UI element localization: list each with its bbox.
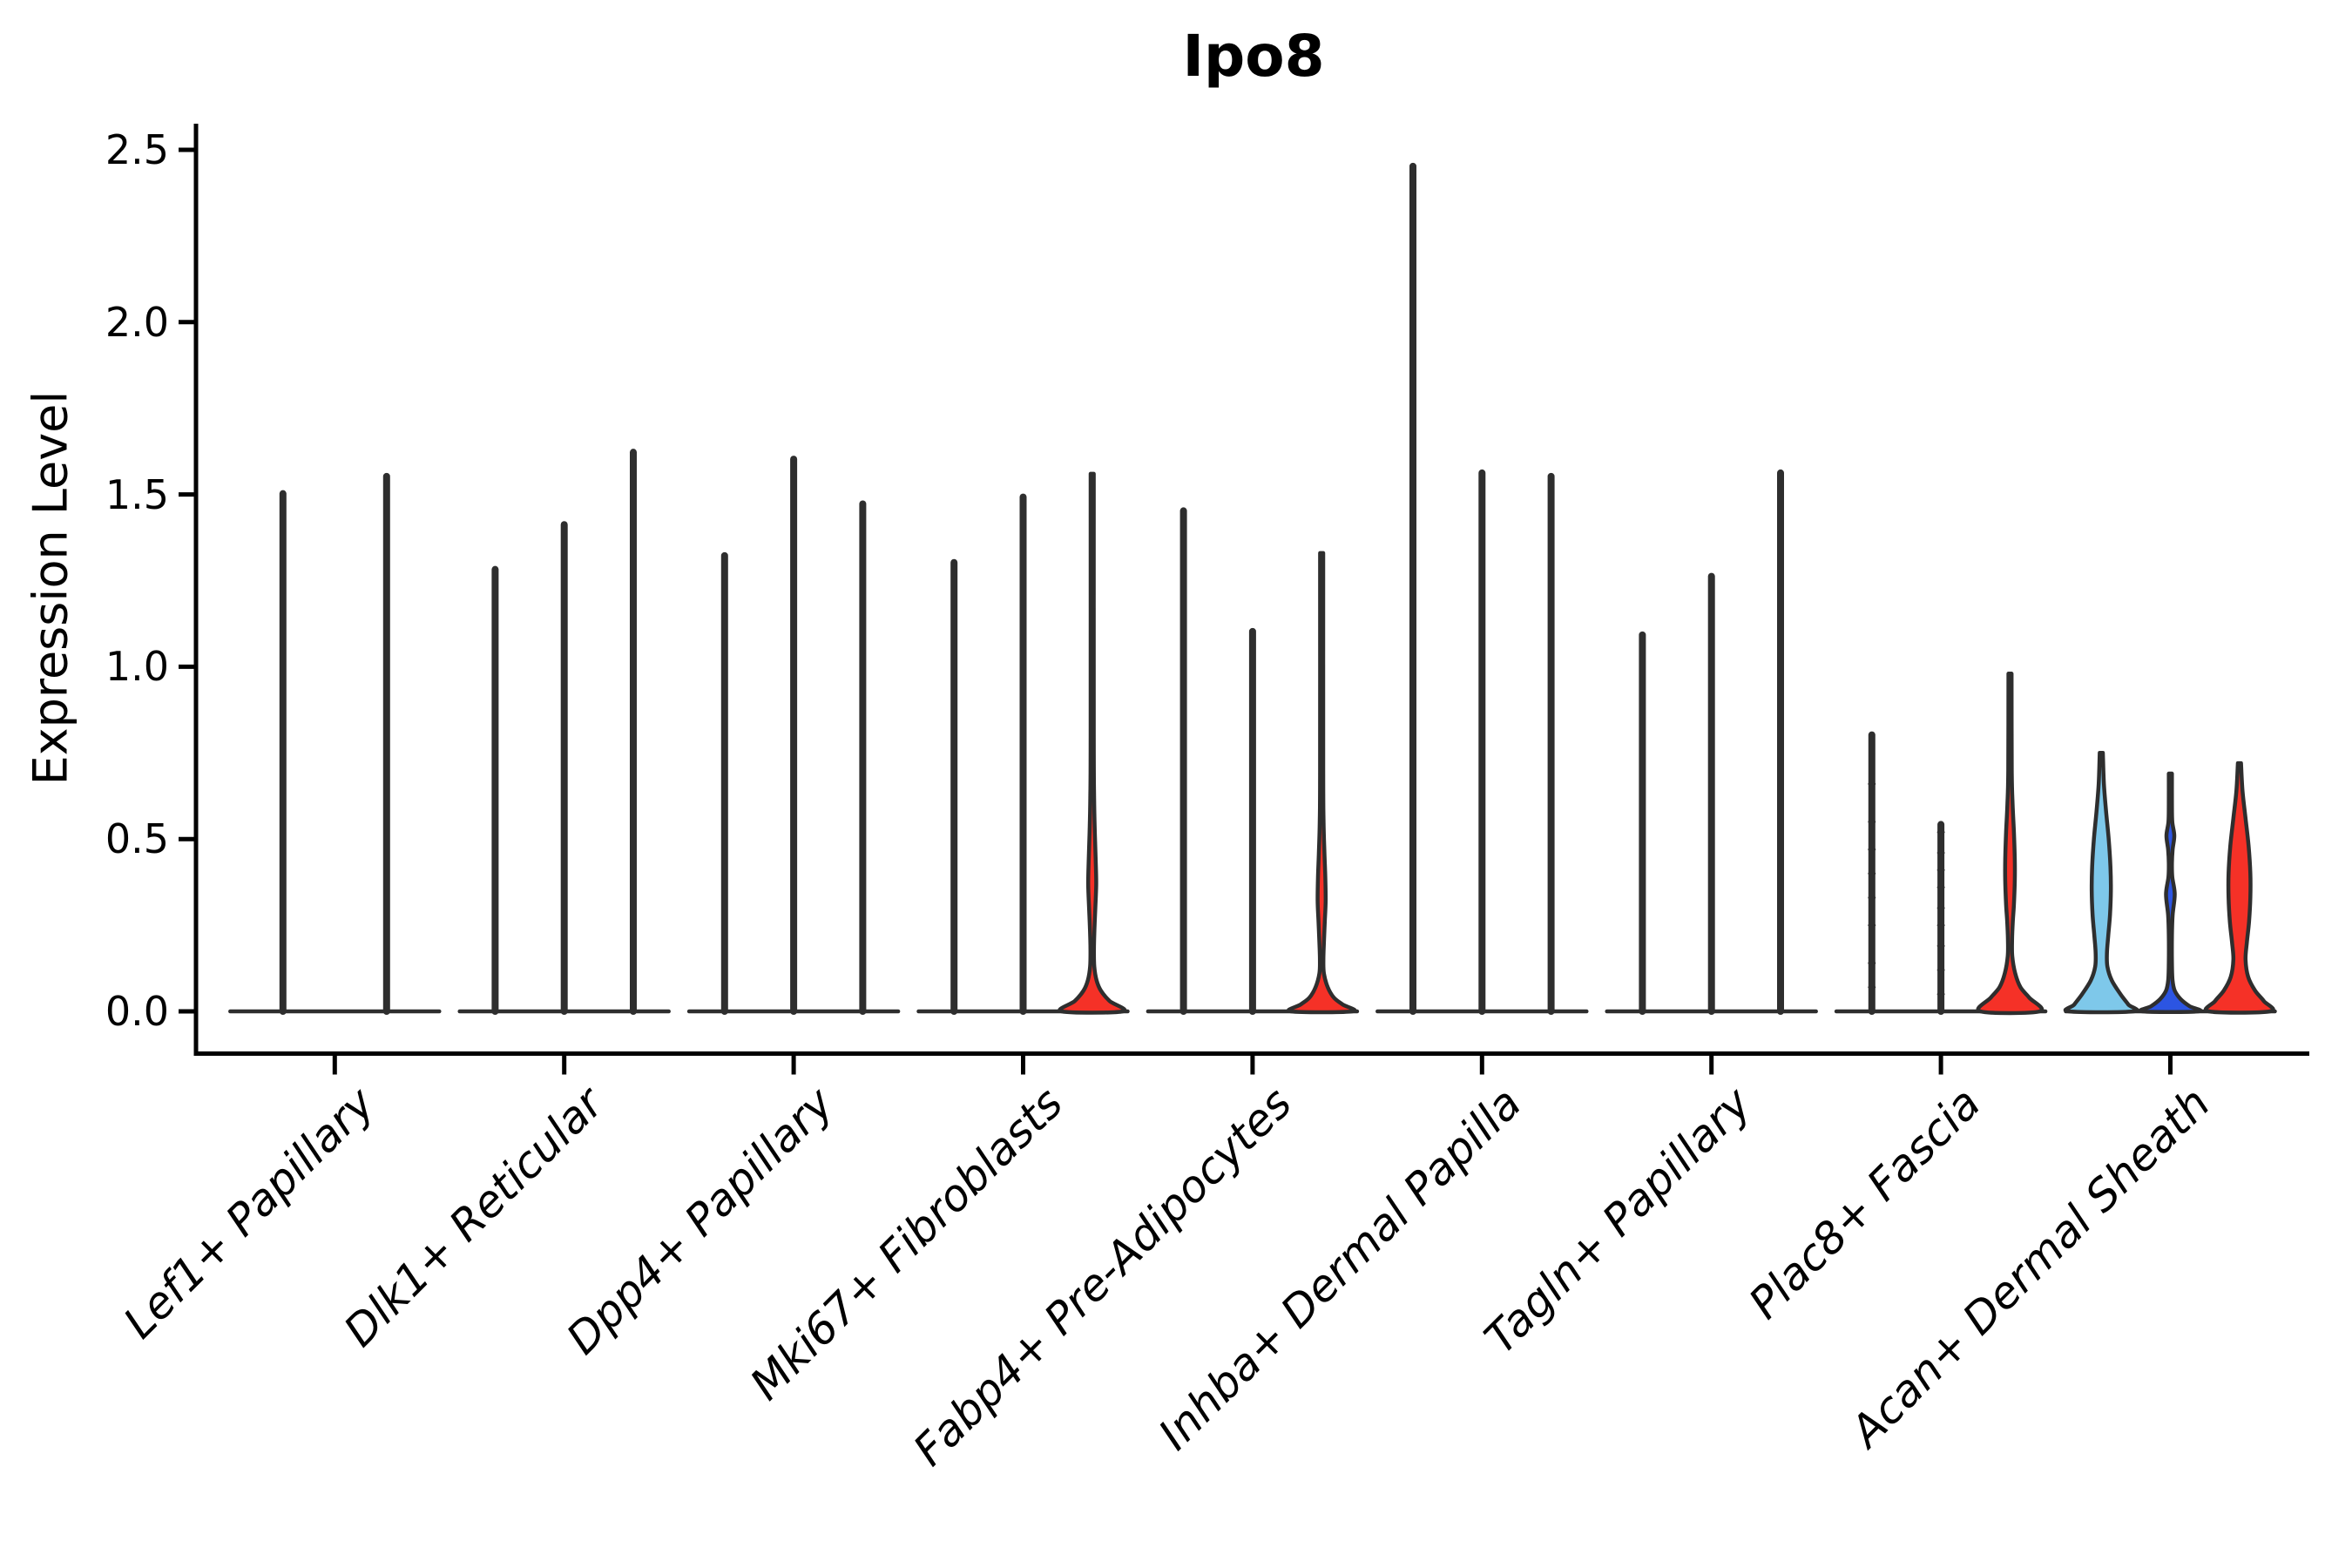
y-tick-label: 2.5 bbox=[105, 126, 169, 173]
violin-red bbox=[1058, 471, 1127, 1015]
jitter-point bbox=[1936, 968, 1945, 972]
jitter-point bbox=[1868, 820, 1876, 824]
y-tick-label: 1.5 bbox=[105, 470, 169, 518]
y-axis-label: Expression Level bbox=[23, 390, 78, 786]
violin-dark_blue bbox=[2138, 771, 2203, 1014]
violin-red bbox=[1287, 551, 1357, 1015]
violin-light_blue bbox=[2063, 751, 2139, 1015]
jitter-point bbox=[1868, 896, 1876, 900]
y-tick-label: 0.5 bbox=[105, 815, 169, 863]
jitter-point bbox=[1868, 985, 1876, 990]
jitter-point bbox=[1868, 781, 1876, 787]
jitter-point bbox=[1868, 871, 1876, 875]
violin-red bbox=[1976, 672, 2044, 1016]
jitter-point bbox=[1936, 885, 1945, 889]
plot-title: Ipo8 bbox=[1182, 23, 1325, 90]
y-tick-label: 1.0 bbox=[105, 643, 169, 691]
jitter-point bbox=[1868, 961, 1876, 965]
y-tick-label: 2.0 bbox=[105, 298, 169, 346]
jitter-point bbox=[1936, 943, 1945, 949]
jitter-point bbox=[1868, 847, 1876, 852]
jitter-point bbox=[1936, 923, 1945, 928]
jitter-point bbox=[1936, 830, 1945, 835]
jitter-point bbox=[1936, 868, 1945, 873]
violin-red bbox=[2203, 760, 2275, 1015]
y-tick-label: 0.0 bbox=[105, 988, 169, 1035]
jitter-point bbox=[1936, 906, 1945, 910]
jitter-point bbox=[1936, 992, 1945, 997]
jitter-point bbox=[1868, 923, 1876, 928]
jitter-point bbox=[1936, 850, 1945, 855]
